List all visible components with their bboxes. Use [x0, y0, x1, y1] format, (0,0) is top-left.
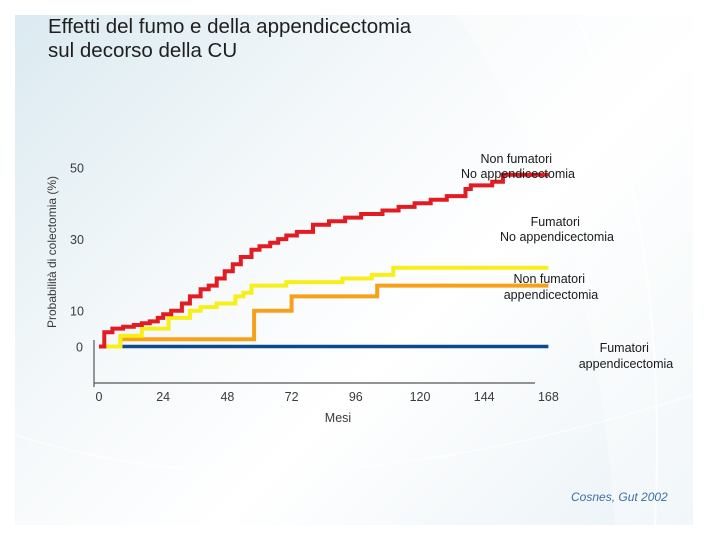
x-axis-title: Mesi [325, 411, 351, 425]
slide: Effetti del fumo e della appendicectomia… [15, 15, 693, 525]
series-label-smokers-no-appendectomy: Fumatori No appendicectomia [500, 215, 614, 244]
y-tick-label: 0 [76, 341, 83, 355]
x-tick-label: 144 [474, 390, 495, 404]
x-tick-label: 0 [96, 390, 103, 404]
y-tick-label: 30 [70, 233, 84, 247]
x-tick-label: 120 [410, 390, 431, 404]
series-label-nonsmokers-no-appendectomy: Non fumatori No appendicectomia [461, 152, 575, 181]
slide-title: Effetti del fumo e della appendicectomia… [48, 15, 412, 62]
y-tick-label: 50 [70, 162, 84, 176]
x-tick-label: 48 [220, 390, 234, 404]
x-tick-label: 96 [349, 390, 363, 404]
background-decoration [15, 15, 693, 525]
y-tick-label: 10 [70, 305, 84, 319]
series-label-nonsmokers-appendectomy: Non fumatori appendicectomia [504, 272, 599, 302]
y-axis-title: Probabilità di colectomia (%) [45, 176, 59, 328]
citation: Cosnes, Gut 2002 [571, 490, 668, 504]
x-tick-label: 24 [156, 390, 170, 404]
series-line-fumatori-no-appendicectomia [99, 265, 549, 349]
chart: 0 24 48 72 96 120 144 168 0 10 30 50 Mes… [45, 152, 674, 425]
x-tick-label: 72 [285, 390, 299, 404]
series-label-smokers-appendectomy: Fumatori appendicectomia [579, 341, 674, 371]
x-tick-label: 168 [538, 390, 559, 404]
series-line-non-fumatori-no-appendicectomia [99, 172, 549, 349]
